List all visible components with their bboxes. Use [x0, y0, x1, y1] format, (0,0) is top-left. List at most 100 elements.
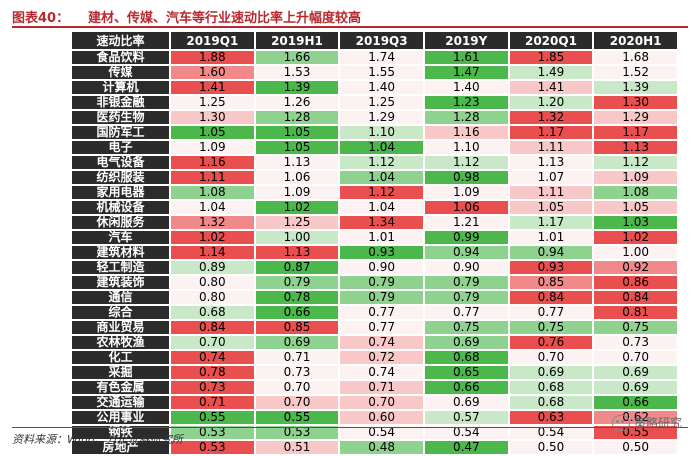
value-cell: 1.11 — [171, 171, 254, 184]
value-cell: 0.81 — [594, 306, 677, 319]
value-cell: 0.74 — [340, 366, 423, 379]
value-cell: 1.40 — [340, 81, 423, 94]
figure-number: 图表40： — [12, 10, 70, 26]
row-label: 农林牧渔 — [72, 336, 169, 349]
value-cell: 1.25 — [255, 216, 339, 229]
header-row: 速动比率 2019Q1 2019H1 2019Q3 2019Y 2020Q1 2… — [72, 32, 677, 49]
value-cell: 1.04 — [340, 201, 423, 214]
value-cell: 1.13 — [509, 156, 593, 169]
value-cell: 0.69 — [509, 366, 593, 379]
column-header: 2020Q1 — [509, 32, 593, 49]
value-cell: 0.47 — [424, 441, 508, 454]
value-cell: 0.68 — [509, 396, 593, 409]
value-cell: 0.80 — [171, 291, 254, 304]
table-row: 采掘 0.78 0.73 0.74 0.65 0.69 0.69 — [72, 366, 677, 379]
value-cell: 1.28 — [424, 111, 508, 124]
table-row: 化工 0.74 0.71 0.72 0.68 0.70 0.70 — [72, 351, 677, 364]
value-cell: 1.26 — [255, 96, 339, 109]
table-row: 休闲服务 1.32 1.25 1.34 1.21 1.17 1.03 — [72, 216, 677, 229]
value-cell: 1.06 — [255, 171, 339, 184]
value-cell: 0.66 — [255, 306, 339, 319]
value-cell: 0.55 — [255, 411, 339, 424]
value-cell: 0.77 — [509, 306, 593, 319]
value-cell: 0.78 — [171, 366, 254, 379]
table-row: 计算机 1.41 1.39 1.40 1.40 1.41 1.39 — [72, 81, 677, 94]
value-cell: 1.00 — [255, 231, 339, 244]
table-row: 综合 0.68 0.66 0.77 0.77 0.77 0.81 — [72, 306, 677, 319]
value-cell: 0.68 — [424, 351, 508, 364]
row-label: 家用电器 — [72, 186, 169, 199]
value-cell: 1.47 — [424, 66, 508, 79]
value-cell: 0.84 — [171, 321, 254, 334]
row-label: 纺织服装 — [72, 171, 169, 184]
value-cell: 0.66 — [424, 381, 508, 394]
value-cell: 1.30 — [594, 96, 677, 109]
value-cell: 1.74 — [340, 51, 423, 64]
value-cell: 1.08 — [171, 186, 254, 199]
table-row: 公用事业 0.55 0.55 0.60 0.57 0.63 0.62 — [72, 411, 677, 424]
value-cell: 0.80 — [171, 276, 254, 289]
value-cell: 0.55 — [171, 411, 254, 424]
table-row: 建筑装饰 0.80 0.79 0.79 0.79 0.85 0.86 — [72, 276, 677, 289]
value-cell: 0.75 — [594, 321, 677, 334]
value-cell: 1.61 — [424, 51, 508, 64]
value-cell: 0.57 — [424, 411, 508, 424]
row-label: 电子 — [72, 141, 169, 154]
value-cell: 1.05 — [255, 126, 339, 139]
value-cell: 1.13 — [255, 156, 339, 169]
value-cell: 0.70 — [340, 396, 423, 409]
row-label: 综合 — [72, 306, 169, 319]
value-cell: 1.41 — [171, 81, 254, 94]
value-cell: 0.90 — [340, 261, 423, 274]
value-cell: 0.71 — [255, 351, 339, 364]
value-cell: 1.12 — [424, 156, 508, 169]
figure-title-bar: 图表40： 建材、传媒、汽车等行业速动比率上升幅度较高 — [12, 6, 688, 28]
row-label: 钢铁 — [72, 426, 169, 439]
value-cell: 0.93 — [340, 246, 423, 259]
table-row: 国防军工 1.05 1.05 1.10 1.16 1.17 1.17 — [72, 126, 677, 139]
value-cell: 1.12 — [340, 156, 423, 169]
metric-header: 速动比率 — [72, 32, 169, 49]
value-cell: 1.39 — [255, 81, 339, 94]
row-label: 公用事业 — [72, 411, 169, 424]
value-cell: 0.69 — [594, 366, 677, 379]
table-row: 机械设备 1.04 1.02 1.04 1.06 1.05 1.05 — [72, 201, 677, 214]
value-cell: 1.66 — [255, 51, 339, 64]
source-note: 资料来源：Wind、方正证券研究所 — [12, 427, 688, 447]
value-cell: 1.04 — [340, 141, 423, 154]
value-cell: 1.60 — [171, 66, 254, 79]
value-cell: 0.65 — [424, 366, 508, 379]
row-label: 机械设备 — [72, 201, 169, 214]
value-cell: 1.41 — [509, 81, 593, 94]
value-cell: 1.17 — [594, 126, 677, 139]
value-cell: 1.07 — [509, 171, 593, 184]
table-row: 医药生物 1.30 1.28 1.29 1.28 1.32 1.29 — [72, 111, 677, 124]
value-cell: 0.50 — [594, 441, 677, 454]
value-cell: 0.54 — [424, 426, 508, 439]
value-cell: 1.16 — [424, 126, 508, 139]
value-cell: 1.05 — [509, 201, 593, 214]
table-row: 汽车 1.02 1.00 1.01 0.99 1.01 1.02 — [72, 231, 677, 244]
column-header: 2019Y — [424, 32, 508, 49]
value-cell: 0.53 — [255, 426, 339, 439]
value-cell: 0.85 — [255, 321, 339, 334]
value-cell: 0.70 — [255, 396, 339, 409]
row-label: 商业贸易 — [72, 321, 169, 334]
value-cell: 1.30 — [171, 111, 254, 124]
value-cell: 1.05 — [594, 201, 677, 214]
table-row: 商业贸易 0.84 0.85 0.77 0.75 0.75 0.75 — [72, 321, 677, 334]
figure-title: 建材、传媒、汽车等行业速动比率上升幅度较高 — [88, 10, 362, 26]
row-label: 休闲服务 — [72, 216, 169, 229]
row-label: 通信 — [72, 291, 169, 304]
table-row: 非银金融 1.25 1.26 1.25 1.23 1.20 1.30 — [72, 96, 677, 109]
value-cell: 0.93 — [509, 261, 593, 274]
value-cell: 1.25 — [171, 96, 254, 109]
value-cell: 0.87 — [255, 261, 339, 274]
value-cell: 0.86 — [594, 276, 677, 289]
value-cell: 1.20 — [509, 96, 593, 109]
table-row: 家用电器 1.08 1.09 1.12 1.09 1.11 1.08 — [72, 186, 677, 199]
value-cell: 0.73 — [255, 366, 339, 379]
value-cell: 0.70 — [171, 336, 254, 349]
value-cell: 0.77 — [340, 306, 423, 319]
value-cell: 1.01 — [509, 231, 593, 244]
